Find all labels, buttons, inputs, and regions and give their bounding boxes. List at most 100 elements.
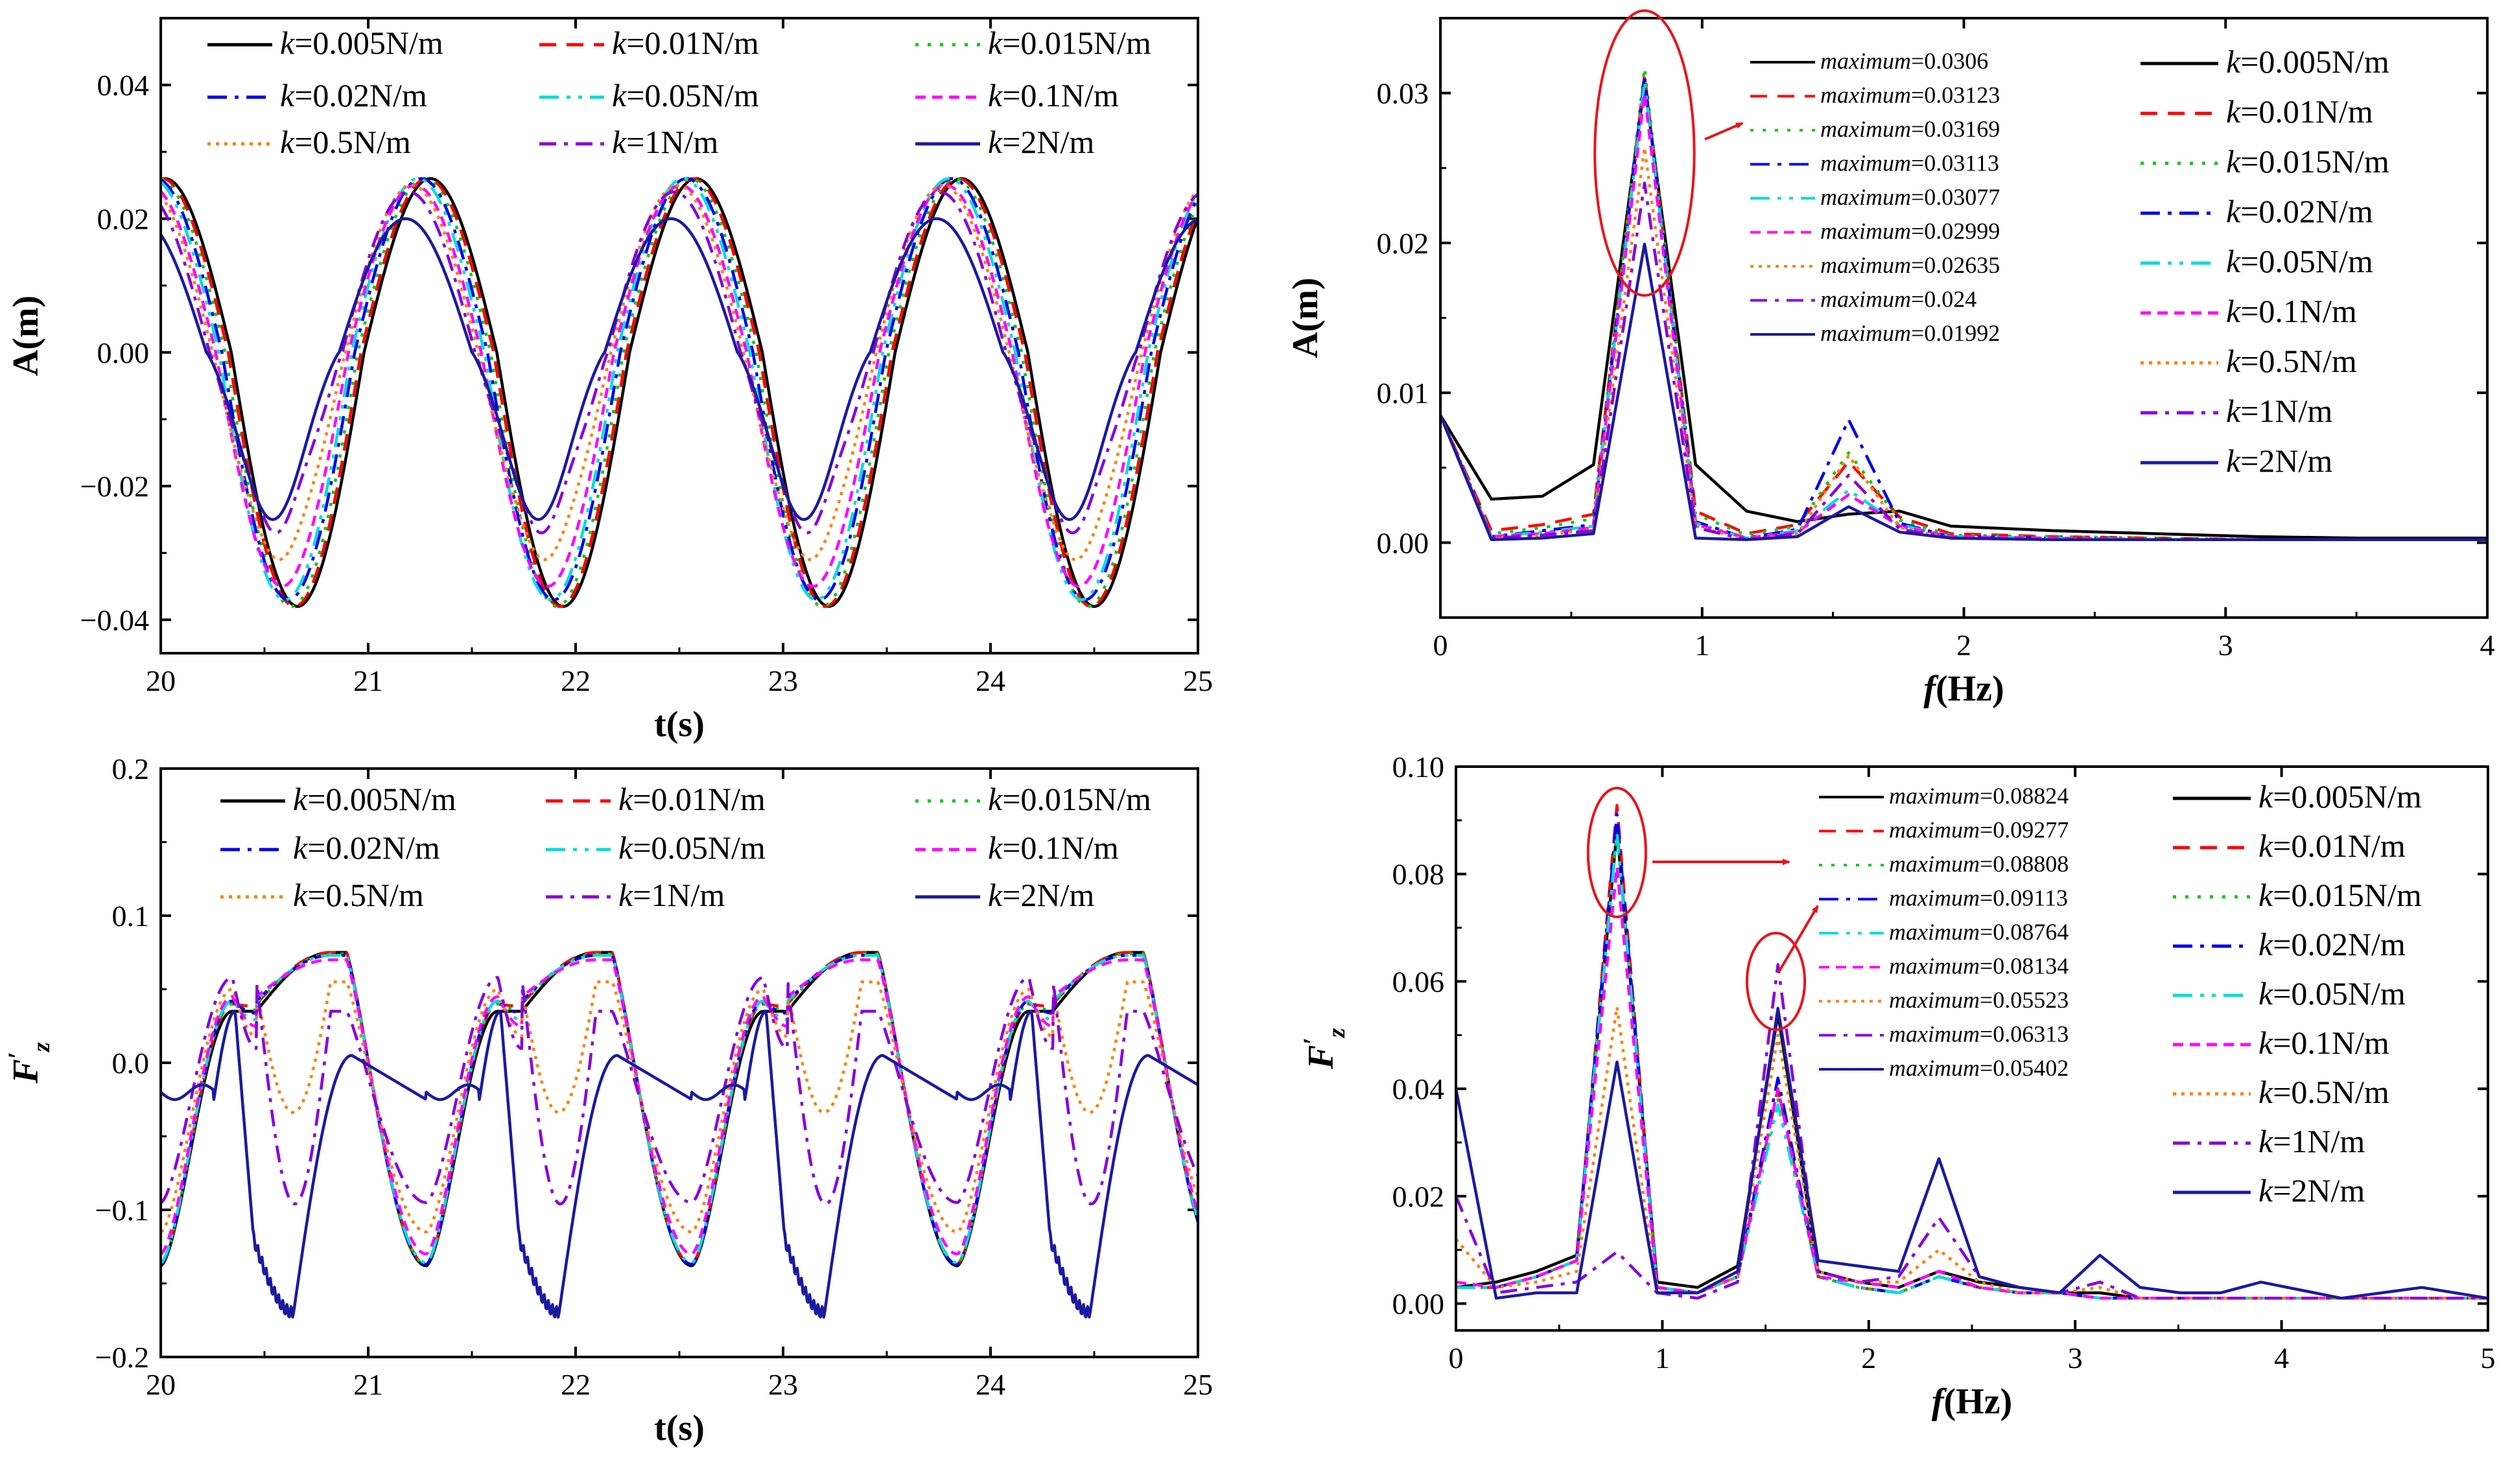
maximum-value: 0.08808 — [1993, 851, 2069, 877]
legend-label-0: k=0.005N/m — [2226, 43, 2389, 80]
series-line-8 — [1457, 1006, 2487, 1300]
maximum-value: 0.05523 — [1993, 987, 2069, 1013]
legend-k: k — [293, 781, 308, 817]
maximum-label-1: maximum=0.09277 — [1889, 817, 2069, 843]
legend-k: k — [293, 877, 308, 913]
legend-label-4: k=0.05N/m — [618, 829, 766, 866]
maximum-word: maximum — [1889, 987, 1980, 1013]
legend-k: k — [988, 781, 1003, 817]
legend-label-7: k=1N/m — [2226, 393, 2332, 429]
maximum-word: maximum — [1889, 817, 1980, 843]
legend-k: k — [2226, 193, 2241, 229]
y-axis-label-sub: z — [1323, 1028, 1350, 1039]
maximum-eq: = — [1980, 953, 1993, 979]
maximum-list: maximum=0.08824maximum=0.09277maximum=0.… — [1819, 783, 2069, 1081]
legend-label-1: k=0.01N/m — [618, 781, 766, 817]
maximum-eq: = — [1911, 252, 1924, 278]
maximum-label-5: maximum=0.02999 — [1820, 218, 2000, 244]
y-tick-label: 0.01 — [1377, 377, 1429, 410]
y-axis-label-prime: ′ — [1298, 1038, 1327, 1045]
legend-value: =0.015N/m — [1002, 25, 1151, 61]
legend-k: k — [293, 829, 308, 866]
x-tick-label: 20 — [146, 1368, 176, 1401]
x-axis-label-text: (Hz) — [1936, 669, 2004, 709]
legend-label-0: k=0.005N/m — [280, 25, 443, 61]
y-axis-label-text: F — [6, 1059, 46, 1084]
series-line-7 — [162, 190, 1197, 535]
y-tick-label: 0.2 — [112, 752, 150, 785]
series-line-3 — [1442, 75, 2486, 542]
series-line-8 — [1442, 242, 2486, 542]
legend-k: k — [612, 25, 627, 61]
legend-label-5: k=0.1N/m — [988, 77, 1119, 113]
x-tick-label: 5 — [2481, 1341, 2496, 1374]
legend-label-3: k=0.02N/m — [2226, 193, 2373, 229]
legend-value: =0.02N/m — [294, 77, 427, 113]
maximum-label-2: maximum=0.03169 — [1820, 116, 2000, 142]
x-tick-label: 22 — [561, 664, 591, 697]
legend: k=0.005N/mk=0.01N/mk=0.015N/mk=0.02N/mk=… — [2141, 43, 2389, 479]
highlight-ellipse — [1745, 931, 1807, 1032]
y-tick-label: 0.02 — [97, 202, 150, 235]
legend-value: =0.1N/m — [1002, 77, 1119, 113]
series-line-5 — [162, 958, 1197, 1256]
series-line-2 — [162, 177, 1197, 609]
y-tick-label: 0.06 — [1392, 965, 1445, 998]
legend-label-2: k=0.015N/m — [2258, 877, 2422, 913]
legend-k: k — [2258, 828, 2273, 864]
y-axis-label-sub: z — [28, 1042, 55, 1053]
legend-value: =0.01N/m — [2273, 828, 2406, 864]
maximum-value: 0.08824 — [1993, 783, 2069, 809]
x-tick-label: 25 — [1183, 1368, 1213, 1401]
maximum-eq: = — [1980, 987, 1993, 1013]
maximum-word: maximum — [1889, 851, 1980, 877]
maximum-label-0: maximum=0.0306 — [1820, 48, 1988, 74]
x-tick-label: 22 — [561, 1368, 591, 1401]
maximum-value: 0.03077 — [1924, 184, 2000, 210]
maximum-word: maximum — [1820, 252, 1911, 278]
legend-k: k — [618, 877, 633, 913]
legend-value: =0.1N/m — [2273, 1025, 2389, 1061]
legend-k: k — [280, 124, 295, 160]
maximum-value: 0.02999 — [1924, 218, 2000, 244]
legend-label-4: k=0.05N/m — [612, 77, 759, 113]
legend-value: =0.1N/m — [2240, 293, 2357, 329]
series-line-3 — [162, 177, 1197, 601]
x-tick-label: 20 — [146, 664, 176, 697]
y-tick-label: 0.02 — [1377, 227, 1429, 260]
legend-label-0: k=0.005N/m — [293, 781, 456, 817]
legend-k: k — [2226, 243, 2241, 279]
maximum-value: 0.05402 — [1993, 1055, 2069, 1081]
y-tick-label: 0.1 — [112, 899, 150, 933]
maximum-value: 0.03169 — [1924, 116, 2000, 142]
legend-value: =0.005N/m — [307, 781, 456, 817]
series-line-1 — [1442, 73, 2486, 542]
maximum-value: 0.08764 — [1993, 919, 2069, 945]
series-group — [1457, 804, 2487, 1300]
legend-value: =0.005N/m — [2273, 778, 2422, 815]
legend-value: =2N/m — [2240, 443, 2332, 479]
legend-label-7: k=1N/m — [612, 124, 718, 160]
legend-value: =0.01N/m — [633, 781, 766, 817]
legend-k: k — [280, 77, 295, 113]
y-axis-label-text: F — [1301, 1045, 1341, 1069]
series-group — [1442, 66, 2486, 542]
legend-value: =1N/m — [2273, 1123, 2365, 1159]
y-tick-label: 0.00 — [1392, 1288, 1445, 1321]
legend-value: =0.5N/m — [307, 877, 424, 913]
panel-f_freq: 0 1 2 3 4 5 0.00 0.02 0.04 0.06 0.08 0.10 f(Hz) F′z ma… — [1298, 750, 2496, 1422]
legend-value: =0.005N/m — [2240, 43, 2389, 80]
legend-k: k — [280, 25, 295, 61]
legend-label-1: k=0.01N/m — [2226, 93, 2373, 130]
series-line-8 — [162, 217, 1197, 521]
x-tick-label: 1 — [1655, 1341, 1670, 1374]
y-axis-label-text: A(m) — [1285, 277, 1326, 358]
legend-label-6: k=0.5N/m — [293, 877, 424, 913]
maximum-word: maximum — [1820, 320, 1911, 346]
legend-k: k — [2258, 877, 2273, 913]
x-tick-label: 21 — [353, 664, 383, 697]
maximum-eq: = — [1911, 286, 1924, 312]
legend-label-5: k=0.1N/m — [2226, 293, 2357, 329]
